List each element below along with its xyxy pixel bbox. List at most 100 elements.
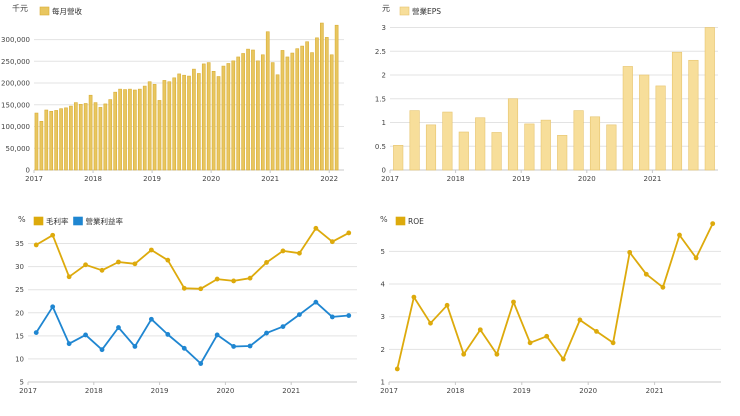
bar <box>98 107 103 171</box>
bar <box>329 54 334 171</box>
data-point <box>677 232 682 238</box>
legend-label: 營業EPS <box>412 6 441 16</box>
bar <box>206 62 211 171</box>
bar <box>241 53 245 171</box>
data-point <box>132 261 138 267</box>
y-tick-label: 25 <box>15 286 24 294</box>
bar <box>137 88 142 171</box>
bar <box>59 108 63 171</box>
data-point <box>198 361 204 366</box>
bar <box>265 31 270 171</box>
data-point <box>33 330 39 336</box>
bar <box>44 109 49 171</box>
bar <box>78 104 83 171</box>
data-point <box>329 239 335 245</box>
y-tick-label: 3 <box>382 24 386 32</box>
data-point <box>214 332 220 338</box>
bar <box>221 65 226 171</box>
data-point <box>394 366 400 372</box>
bar <box>142 85 147 171</box>
y-tick-label: 35 <box>15 240 24 248</box>
y-tick-label: 0 <box>382 167 386 175</box>
data-point <box>214 276 220 282</box>
y-tick-label: 50,000 <box>6 145 31 153</box>
data-point <box>710 221 716 227</box>
eps-chart: 元 0 0.5 1 1.5 2 2.5 3 2017 2018 2019 2020 2021 營業EPS <box>370 0 740 208</box>
bar <box>295 48 300 171</box>
y-tick-label: 1.5 <box>375 95 386 103</box>
bar <box>167 81 172 171</box>
bar <box>300 45 304 171</box>
x-tick-label: 2019 <box>151 387 169 395</box>
data-point <box>280 324 286 330</box>
bar <box>442 111 453 171</box>
y-tick-label: 2.5 <box>375 48 386 56</box>
data-point <box>181 285 187 291</box>
bar <box>270 62 275 171</box>
bar <box>88 94 93 171</box>
x-tick-label: 2021 <box>646 387 664 395</box>
bar <box>393 145 404 171</box>
bar <box>639 74 650 171</box>
data-point <box>247 343 253 349</box>
bar <box>216 76 221 171</box>
bar <box>182 74 186 171</box>
data-point <box>577 317 583 323</box>
bar <box>211 71 216 171</box>
monthly-revenue-svg: 千元 0 50,000 100,000 150,000 200,000 250,000 300… <box>1 3 344 183</box>
data-point <box>66 274 72 280</box>
y-tick-label: 1 <box>382 119 386 127</box>
x-tick-label: 2017 <box>25 175 43 183</box>
data-point <box>132 344 138 349</box>
x-tick-label: 2021 <box>261 175 279 183</box>
bar <box>409 110 420 171</box>
x-tick-label: 2018 <box>446 387 464 395</box>
bar <box>280 50 285 171</box>
bar <box>334 24 339 171</box>
bar <box>113 91 118 171</box>
bar <box>491 132 502 171</box>
bar <box>704 27 715 171</box>
legend-swatch <box>399 6 410 16</box>
data-point <box>50 232 56 238</box>
bar <box>475 117 486 171</box>
bar <box>251 49 255 171</box>
x-tick-label: 2018 <box>447 175 465 183</box>
data-point <box>313 299 319 305</box>
data-point <box>33 242 39 248</box>
data-point <box>411 294 417 300</box>
data-point <box>477 327 483 333</box>
data-point <box>231 278 237 284</box>
data-point <box>346 230 352 236</box>
y-tick-label: 150,000 <box>1 101 30 109</box>
x-tick-label: 2017 <box>380 387 398 395</box>
data-point <box>313 225 319 231</box>
data-point <box>643 271 649 277</box>
legend-swatch <box>73 216 83 226</box>
x-tick-label: 2017 <box>19 387 37 395</box>
bar <box>557 135 568 171</box>
bar <box>74 102 78 171</box>
bar <box>83 103 88 171</box>
bar <box>54 110 58 171</box>
bar <box>260 54 265 171</box>
y-tick-label: 250,000 <box>1 58 30 66</box>
bar <box>133 89 137 171</box>
data-point <box>66 341 72 347</box>
legend-label: 每月營收 <box>52 6 82 16</box>
bar <box>589 116 601 171</box>
roe-svg: % 1 2 3 4 5 2017 2018 2019 2020 2021 ROE <box>380 215 721 395</box>
x-tick-label: 2018 <box>85 387 103 395</box>
bar <box>315 37 319 171</box>
bar <box>655 85 666 171</box>
bar <box>69 105 73 171</box>
bar <box>275 74 280 171</box>
x-tick-label: 2019 <box>512 175 530 183</box>
bar <box>128 88 132 171</box>
legend-swatch <box>39 6 50 16</box>
bar <box>157 100 162 171</box>
data-point <box>198 286 204 292</box>
bar <box>177 73 181 171</box>
data-point <box>148 247 154 253</box>
bar <box>458 131 469 171</box>
